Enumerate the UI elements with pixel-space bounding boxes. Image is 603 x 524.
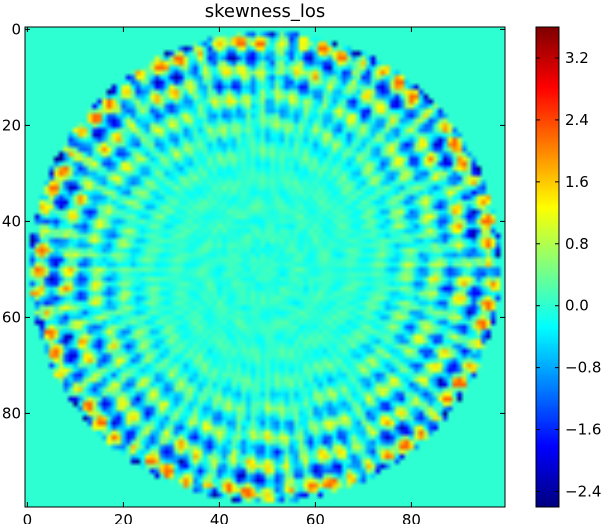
y-tick-label: 40 (2, 212, 21, 230)
colorbar-tick-label: 2.4 (565, 111, 589, 129)
colorbar-tick-label: −0.8 (565, 359, 601, 377)
heatmap-image (25, 27, 505, 507)
y-tick-label: 20 (2, 116, 21, 134)
colorbar: 3.2 2.4 1.6 0.8 0.0 −0.8 −1.6 −2.4 (535, 26, 601, 508)
x-tick-label: 80 (402, 511, 421, 524)
colorbar-tick-label: 1.6 (565, 173, 589, 191)
colorbar-frame (535, 26, 560, 508)
y-axis: 0 20 40 60 80 (2, 20, 505, 422)
colorbar-ticks: 3.2 2.4 1.6 0.8 0.0 −0.8 −1.6 −2.4 (536, 49, 601, 501)
x-tick-label: 0 (23, 511, 33, 524)
chart-title: skewness_los (205, 1, 326, 22)
y-tick-label: 0 (11, 20, 21, 38)
x-axis: 0 20 40 60 80 (23, 27, 421, 524)
colorbar-tick-label: −1.6 (565, 421, 601, 439)
heatmap-plot-area (24, 26, 506, 508)
x-tick-label: 20 (114, 511, 133, 524)
colorbar-tick-label: 0.8 (565, 235, 589, 253)
y-tick-label: 80 (2, 404, 21, 422)
colorbar-tick-label: 0.0 (565, 297, 589, 315)
colorbar-tick-label: −2.4 (565, 483, 601, 501)
colorbar-gradient (536, 27, 559, 507)
plot-frame (24, 26, 506, 508)
x-tick-label: 60 (306, 511, 325, 524)
colorbar-tick-label: 3.2 (565, 49, 589, 67)
y-tick-label: 60 (2, 308, 21, 326)
x-tick-label: 40 (210, 511, 229, 524)
